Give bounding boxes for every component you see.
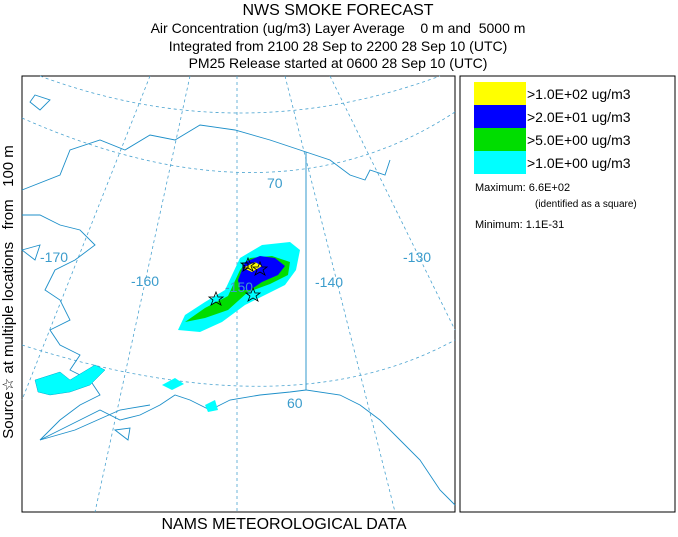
meridian [94,75,191,513]
longitude-label: -170 [40,249,68,265]
smoke-area [162,378,184,390]
parallel [21,111,456,173]
legend-label: >1.0E+02 ug/m3 [527,86,631,102]
subtitle: Integrated from 2100 28 Sep to 2200 28 S… [169,38,508,54]
smoke-area [205,400,218,412]
longitude-label: -150 [225,279,253,295]
legend-swatch [474,82,526,105]
legend-label: >2.0E+01 ug/m3 [527,109,631,125]
legend-swatch [474,128,526,151]
legend-swatch [474,105,526,128]
meridian [284,75,396,513]
footer: NAMS METEOROLOGICAL DATA [161,516,406,532]
aleutians [39,404,151,441]
legend-label: >5.0E+00 ug/m3 [527,132,631,148]
map: -170 -160 -150 -140 -130 70 60 [21,75,456,513]
side-label: Source☆ at multiple locations from 100 m [0,145,17,439]
title: NWS SMOKE FORECAST [242,2,433,19]
smoke-area [34,364,106,396]
longitude-label: -140 [315,274,343,290]
meridian [329,75,456,331]
maximum-square [242,262,249,269]
maximum-note: (identified as a square) [535,199,637,210]
parallel [39,75,441,114]
subtitle: Air Concentration (ug/m3) Layer Average … [151,20,526,36]
longitude-label: -130 [403,249,431,265]
maximum: Maximum: 6.6E+02 [475,182,570,194]
minimum: Minimum: 1.1E-31 [475,219,564,231]
coastline [21,94,131,441]
legend-swatch [474,151,526,174]
parallel [21,339,456,387]
legend: Maximum: 6.6E+02 (identified as a square… [459,75,676,513]
latitude-label: 70 [267,175,283,191]
coastline [21,124,456,506]
longitude-label: -160 [131,273,159,289]
legend-label: >1.0E+00 ug/m3 [527,155,631,171]
subtitle: PM25 Release started at 0600 28 Sep 10 (… [189,55,488,71]
meridian [21,75,151,401]
latitude-label: 60 [287,395,303,411]
